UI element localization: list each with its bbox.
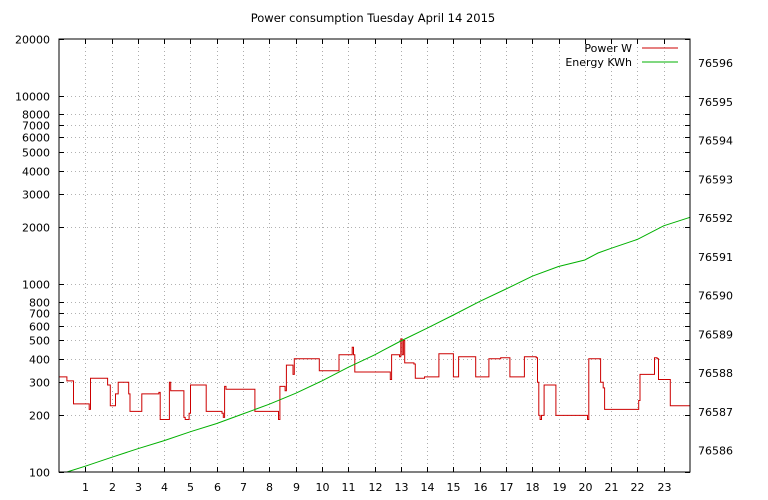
y-tick-label: 700 (29, 308, 50, 321)
x-tick-label: 10 (316, 481, 330, 494)
y-tick-label: 10000 (15, 91, 50, 104)
y2-tick-label: 76594 (698, 135, 733, 148)
y-tick-label: 8000 (22, 109, 50, 122)
y-tick-label: 6000 (22, 132, 50, 145)
series-lines (59, 216, 691, 473)
y-tick-label: 4000 (22, 166, 50, 179)
x-tick-label: 21 (605, 481, 619, 494)
x-tick-label: 17 (500, 481, 514, 494)
power-series-line (59, 338, 691, 420)
y-tick-label: 5000 (22, 147, 50, 160)
x-tick-label: 4 (161, 481, 168, 494)
y-tick-label: 7000 (22, 120, 50, 133)
x-axis-ticks: 1 2 3 4 5 6 7 8 9 10 11 12 13 14 15 16 17 18 19 20 21 22 23 (82, 39, 672, 494)
legend-label-energy: Energy KWh (565, 56, 632, 69)
y2-tick-label: 76596 (698, 57, 733, 70)
y2-tick-label: 76588 (698, 367, 733, 380)
y-tick-label: 2000 (22, 222, 50, 235)
y2-tick-label: 76595 (698, 96, 733, 109)
x-tick-label: 18 (526, 481, 540, 494)
y-tick-label: 800 (29, 297, 50, 310)
y2-axis-ticks: 76586 76587 76588 76589 76590 76591 76592 76593… (698, 57, 733, 458)
x-tick-label: 13 (395, 481, 409, 494)
y2-tick-label: 76587 (698, 406, 733, 419)
x-tick-label: 15 (447, 481, 461, 494)
x-tick-label: 22 (631, 481, 645, 494)
x-tick-label: 12 (369, 481, 383, 494)
legend: Power W Energy KWh (565, 42, 678, 69)
y-tick-label: 500 (29, 335, 50, 348)
energy-series-line (66, 216, 691, 473)
plot-frame (58, 38, 691, 473)
x-tick-label: 7 (240, 481, 247, 494)
y-tick-label: 300 (29, 377, 50, 390)
legend-label-power: Power W (584, 42, 632, 55)
x-tick-label: 20 (579, 481, 593, 494)
x-tick-label: 8 (266, 481, 273, 494)
y-tick-label: 600 (29, 321, 50, 334)
y2-tick-label: 76593 (698, 173, 733, 186)
y2-tick-label: 76592 (698, 212, 733, 225)
x-tick-label: 1 (82, 481, 89, 494)
chart-title: Power consumption Tuesday April 14 2015 (251, 11, 495, 25)
x-tick-label: 23 (658, 481, 672, 494)
y-tick-label: 400 (29, 354, 50, 367)
y2-tick-label: 76590 (698, 290, 733, 303)
x-tick-label: 9 (293, 481, 300, 494)
y-tick-label: 3000 (22, 189, 50, 202)
y2-tick-label: 76586 (698, 445, 733, 458)
y-tick-label: 200 (29, 410, 50, 423)
y2-tick-label: 76591 (698, 251, 733, 264)
y-tick-label: 20000 (15, 34, 50, 47)
x-tick-label: 19 (553, 481, 567, 494)
y-tick-label: 100 (29, 467, 50, 480)
x-tick-label: 11 (342, 481, 356, 494)
y2-tick-label: 76589 (698, 328, 733, 341)
x-tick-label: 14 (421, 481, 435, 494)
grid-lines (59, 39, 690, 472)
x-tick-label: 6 (214, 481, 221, 494)
x-tick-label: 16 (474, 481, 488, 494)
x-tick-label: 5 (187, 481, 194, 494)
x-tick-label: 2 (109, 481, 116, 494)
x-tick-label: 3 (135, 481, 142, 494)
y-tick-label: 1000 (22, 279, 50, 292)
